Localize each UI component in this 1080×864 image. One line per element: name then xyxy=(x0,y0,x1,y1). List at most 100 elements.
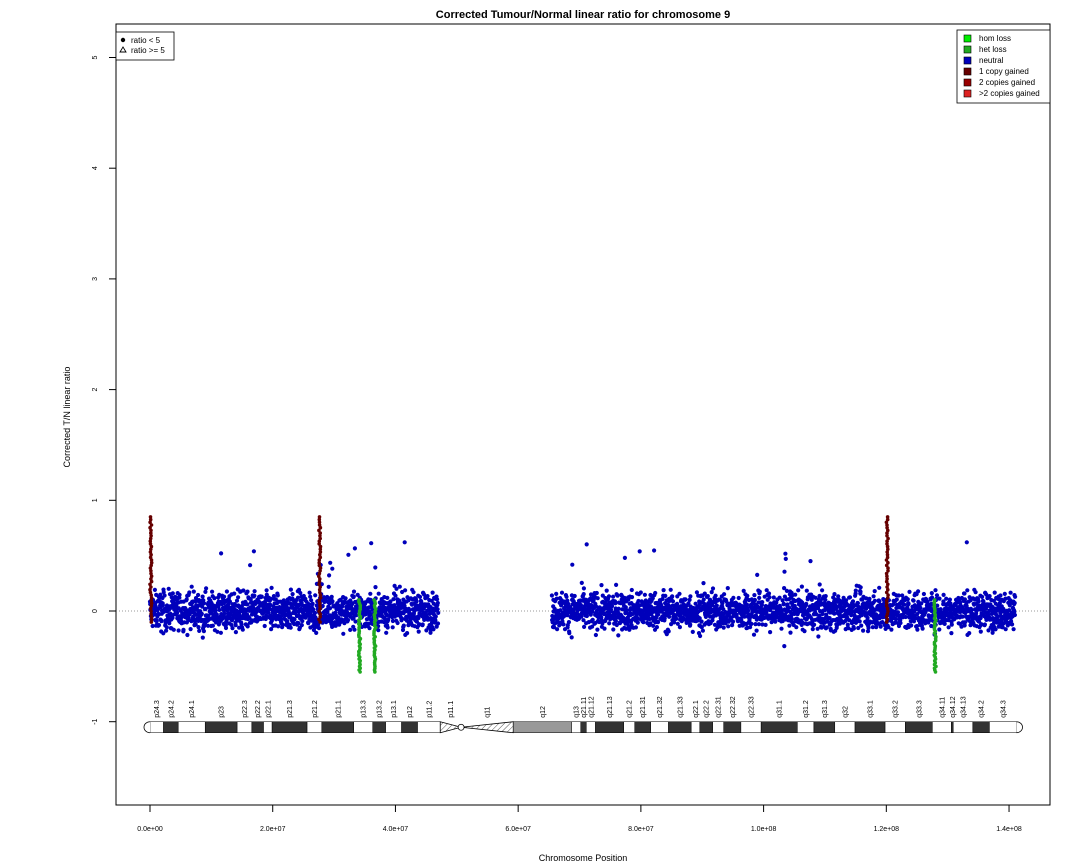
data-point xyxy=(813,595,818,600)
data-point xyxy=(343,596,348,601)
data-point xyxy=(820,611,825,617)
data-point xyxy=(288,587,293,592)
data-point xyxy=(599,618,604,623)
data-point xyxy=(402,540,407,545)
ideogram-band xyxy=(797,721,815,733)
data-point xyxy=(942,621,947,627)
data-point xyxy=(969,608,974,613)
data-point xyxy=(316,626,322,631)
data-point xyxy=(366,605,371,610)
data-point xyxy=(935,603,940,608)
data-point xyxy=(184,597,189,602)
data-point xyxy=(667,614,672,619)
data-point xyxy=(853,591,858,596)
data-point xyxy=(353,619,358,624)
data-point xyxy=(318,604,322,608)
y-tick-label: 2 xyxy=(92,388,99,392)
ideogram-band xyxy=(854,721,886,733)
data-point xyxy=(752,597,758,603)
data-point xyxy=(357,598,361,602)
data-point xyxy=(549,593,555,598)
x-tick-label: 4.0e+07 xyxy=(383,826,409,833)
data-point xyxy=(318,620,322,624)
shape-legend-label-1: ratio >= 5 xyxy=(131,46,165,55)
band-label: p24.3 xyxy=(154,700,161,718)
data-point xyxy=(1000,625,1005,630)
data-point xyxy=(552,625,557,630)
x-tick-label: 1.2e+08 xyxy=(874,826,900,833)
data-point xyxy=(730,619,736,624)
data-point xyxy=(149,593,153,597)
data-point xyxy=(199,611,204,616)
band-label: q31.1 xyxy=(777,700,784,718)
data-point xyxy=(987,594,992,599)
data-point xyxy=(203,589,208,595)
data-point xyxy=(941,599,946,604)
data-point xyxy=(653,590,658,596)
y-axis-label: Corrected T/N linear ratio xyxy=(62,367,72,468)
data-point xyxy=(654,625,660,630)
data-point xyxy=(944,596,949,601)
data-point xyxy=(787,605,792,610)
data-point xyxy=(390,618,395,624)
data-point xyxy=(861,628,866,633)
data-point xyxy=(815,606,821,611)
data-point xyxy=(388,599,393,604)
data-point xyxy=(149,609,153,614)
data-point xyxy=(268,602,273,608)
data-point xyxy=(683,597,688,602)
x-tick-label: 6.0e+07 xyxy=(505,826,531,833)
data-point xyxy=(675,621,680,626)
data-point xyxy=(233,623,238,628)
data-point xyxy=(373,585,378,590)
data-point xyxy=(745,593,750,599)
data-point xyxy=(600,621,605,626)
data-point xyxy=(309,598,314,603)
data-point xyxy=(280,622,285,627)
data-point xyxy=(148,582,152,587)
data-point xyxy=(317,528,321,533)
filled-circle-icon xyxy=(120,37,126,43)
data-point xyxy=(898,620,903,626)
ideogram-band xyxy=(932,721,952,733)
data-point xyxy=(751,632,757,637)
data-point xyxy=(171,598,176,603)
data-point xyxy=(162,593,167,598)
x-axis: 0.0e+00 2.0e+07 4.0e+07 6.0e+07 8.0e+07 1.0e+… xyxy=(137,804,1022,833)
data-point xyxy=(567,631,572,636)
data-point xyxy=(963,620,968,625)
ideogram-band xyxy=(712,721,724,733)
data-point xyxy=(701,581,706,586)
data-point xyxy=(215,629,220,634)
data-point xyxy=(318,614,323,619)
data-point xyxy=(204,586,209,591)
data-point xyxy=(784,588,790,594)
data-point xyxy=(911,598,916,603)
data-point xyxy=(850,599,856,604)
data-point xyxy=(934,593,940,598)
data-point xyxy=(306,602,311,607)
data-point xyxy=(736,595,741,601)
data-point xyxy=(793,592,798,597)
data-point xyxy=(149,598,154,603)
data-point xyxy=(804,601,809,607)
data-point xyxy=(884,571,889,576)
data-point xyxy=(641,620,646,625)
data-point xyxy=(164,625,169,630)
data-point xyxy=(245,624,250,629)
data-point xyxy=(330,566,335,571)
data-point xyxy=(318,536,323,541)
data-point xyxy=(885,550,889,554)
data-point xyxy=(318,593,323,597)
data-point xyxy=(401,623,406,628)
chart-title: Corrected Tumour/Normal linear ratio for… xyxy=(436,9,730,21)
data-point xyxy=(731,595,736,601)
band-label: p11.2 xyxy=(426,701,433,718)
data-point xyxy=(326,584,331,589)
data-point xyxy=(859,623,864,628)
ideogram-band xyxy=(723,721,742,733)
data-point xyxy=(608,607,614,612)
data-point xyxy=(348,627,353,633)
y-tick-label: -1 xyxy=(92,718,99,724)
data-point xyxy=(699,625,704,630)
